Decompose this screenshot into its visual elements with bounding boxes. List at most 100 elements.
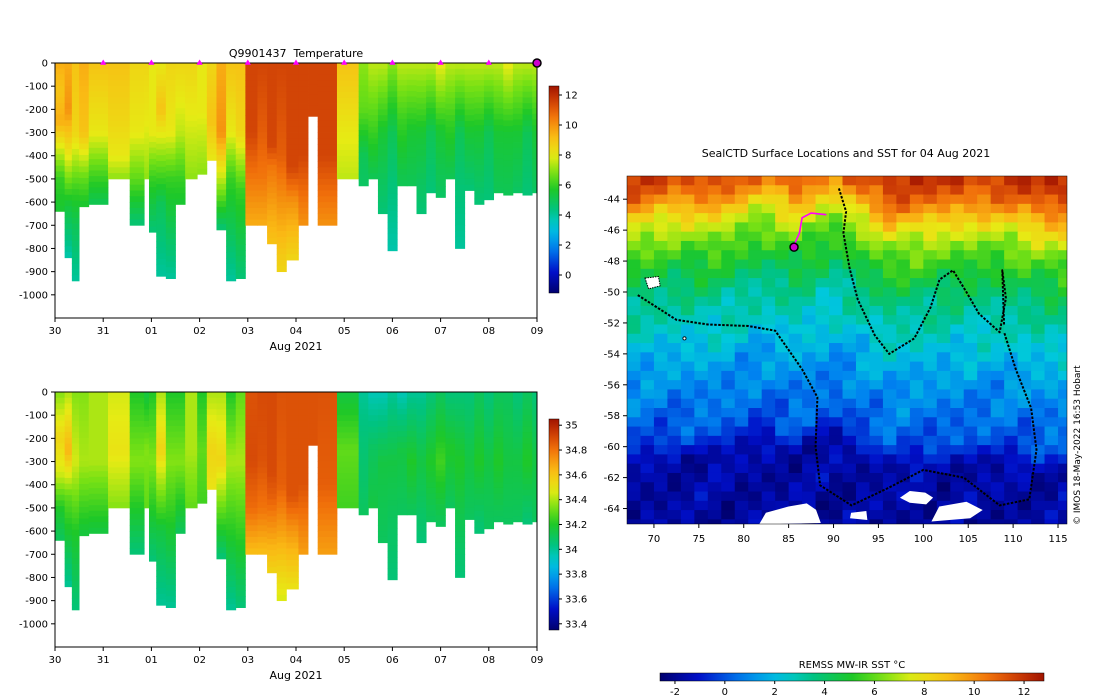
profile-cell: [108, 126, 131, 133]
profile-cell: [435, 191, 446, 198]
profile-cell: [298, 461, 309, 468]
sst-cell: [882, 454, 897, 465]
profile-cell: [197, 146, 208, 153]
profile-cell: [71, 449, 80, 456]
profile-cell: [286, 91, 299, 99]
sea-ice-patch: [931, 501, 983, 522]
profile-cell: [493, 516, 504, 523]
profile-cell: [483, 517, 495, 524]
sst-colorbar-tick-label: 6: [871, 687, 877, 698]
sst-cell: [950, 519, 965, 524]
sst-cell: [1044, 445, 1059, 455]
profile-cell: [416, 461, 427, 468]
sst-cell: [707, 426, 722, 437]
sst-cell: [882, 408, 897, 418]
profile-column: [474, 392, 485, 534]
sst-cell: [936, 343, 951, 353]
profile-cell: [64, 432, 73, 439]
profile-cell: [397, 425, 408, 432]
profile-cell: [426, 493, 437, 500]
sst-cell: [896, 361, 911, 372]
profile-cell: [165, 272, 176, 279]
sst-cell: [842, 500, 857, 511]
sst-cell: [882, 278, 897, 288]
profile-cell: [245, 149, 258, 157]
colorbar-tick-label: 33.8: [565, 570, 587, 581]
profile-cell: [286, 415, 299, 422]
profile-cell: [455, 120, 466, 128]
profile-cell: [55, 137, 66, 144]
time-tick-label: 09: [531, 655, 544, 666]
profile-cell: [245, 126, 258, 133]
profile-cell: [148, 85, 157, 92]
profile-cell: [286, 144, 299, 151]
profile-cell: [216, 432, 227, 439]
profile-cell: [512, 158, 523, 165]
profile-cell: [267, 392, 278, 399]
profile-cell: [55, 182, 66, 189]
profile-cell: [493, 187, 504, 194]
profile-column: [397, 392, 408, 516]
sst-cell: [775, 194, 790, 205]
sst-cell: [761, 343, 776, 353]
sst-cell: [680, 278, 695, 288]
sst-cell: [882, 519, 897, 524]
profile-cell: [522, 103, 533, 110]
profile-cell: [148, 459, 157, 466]
sst-cell: [963, 380, 978, 390]
sst-cell: [1004, 435, 1019, 446]
profile-cell: [474, 505, 485, 512]
profile-cell: [406, 107, 417, 114]
sst-cell: [923, 435, 938, 446]
profile-cell: [308, 439, 319, 446]
profile-cell: [276, 248, 287, 255]
profile-cell: [64, 420, 73, 427]
profile-cell: [197, 497, 208, 504]
sst-map-frame: [626, 175, 1068, 525]
sst-cell: [815, 472, 830, 483]
sst-cell: [802, 222, 817, 233]
profile-cell: [226, 535, 237, 542]
profile-cell: [197, 168, 208, 175]
sst-cell: [829, 445, 844, 455]
profile-cell: [532, 437, 538, 444]
sst-cell: [909, 361, 924, 372]
sst-cell: [640, 454, 655, 465]
profile-cell: [144, 74, 150, 81]
depth-tick-label: -500: [25, 174, 48, 185]
sst-map-title: SealCTD Surface Locations and SST for 04…: [702, 147, 991, 160]
longitude-tick-label: 90: [827, 534, 840, 545]
sst-cell: [923, 445, 938, 455]
profile-cell: [503, 68, 514, 75]
sst-cell: [802, 231, 817, 242]
profile-cell: [455, 432, 466, 439]
sst-cell: [680, 370, 695, 381]
profile-cell: [226, 257, 237, 265]
profile-cell: [387, 568, 398, 575]
sst-cell: [788, 185, 803, 196]
profile-cell: [64, 200, 73, 207]
profile-cell: [377, 207, 388, 215]
profile-cell: [55, 199, 66, 207]
sst-cell: [680, 324, 695, 335]
profile-cell: [435, 504, 446, 511]
sst-cell: [667, 519, 682, 524]
sst-cell: [721, 287, 736, 298]
sst-cell: [721, 370, 736, 381]
profile-cell: [245, 502, 258, 509]
profile-column: [368, 392, 379, 509]
profile-cell: [474, 431, 485, 438]
profile-cell: [298, 473, 309, 480]
profile-cell: [512, 96, 523, 103]
profile-cell: [522, 108, 533, 116]
profile-cell: [336, 138, 360, 145]
sst-cell: [1044, 259, 1059, 270]
profile-cell: [397, 481, 408, 488]
profile-cell: [79, 200, 90, 208]
sst-cell: [977, 203, 992, 214]
colorbar-tick-label: 34: [565, 545, 578, 556]
profile-cell: [358, 152, 369, 159]
profile-cell: [108, 415, 131, 422]
sst-cell: [802, 259, 817, 270]
profile-cell: [387, 494, 398, 501]
